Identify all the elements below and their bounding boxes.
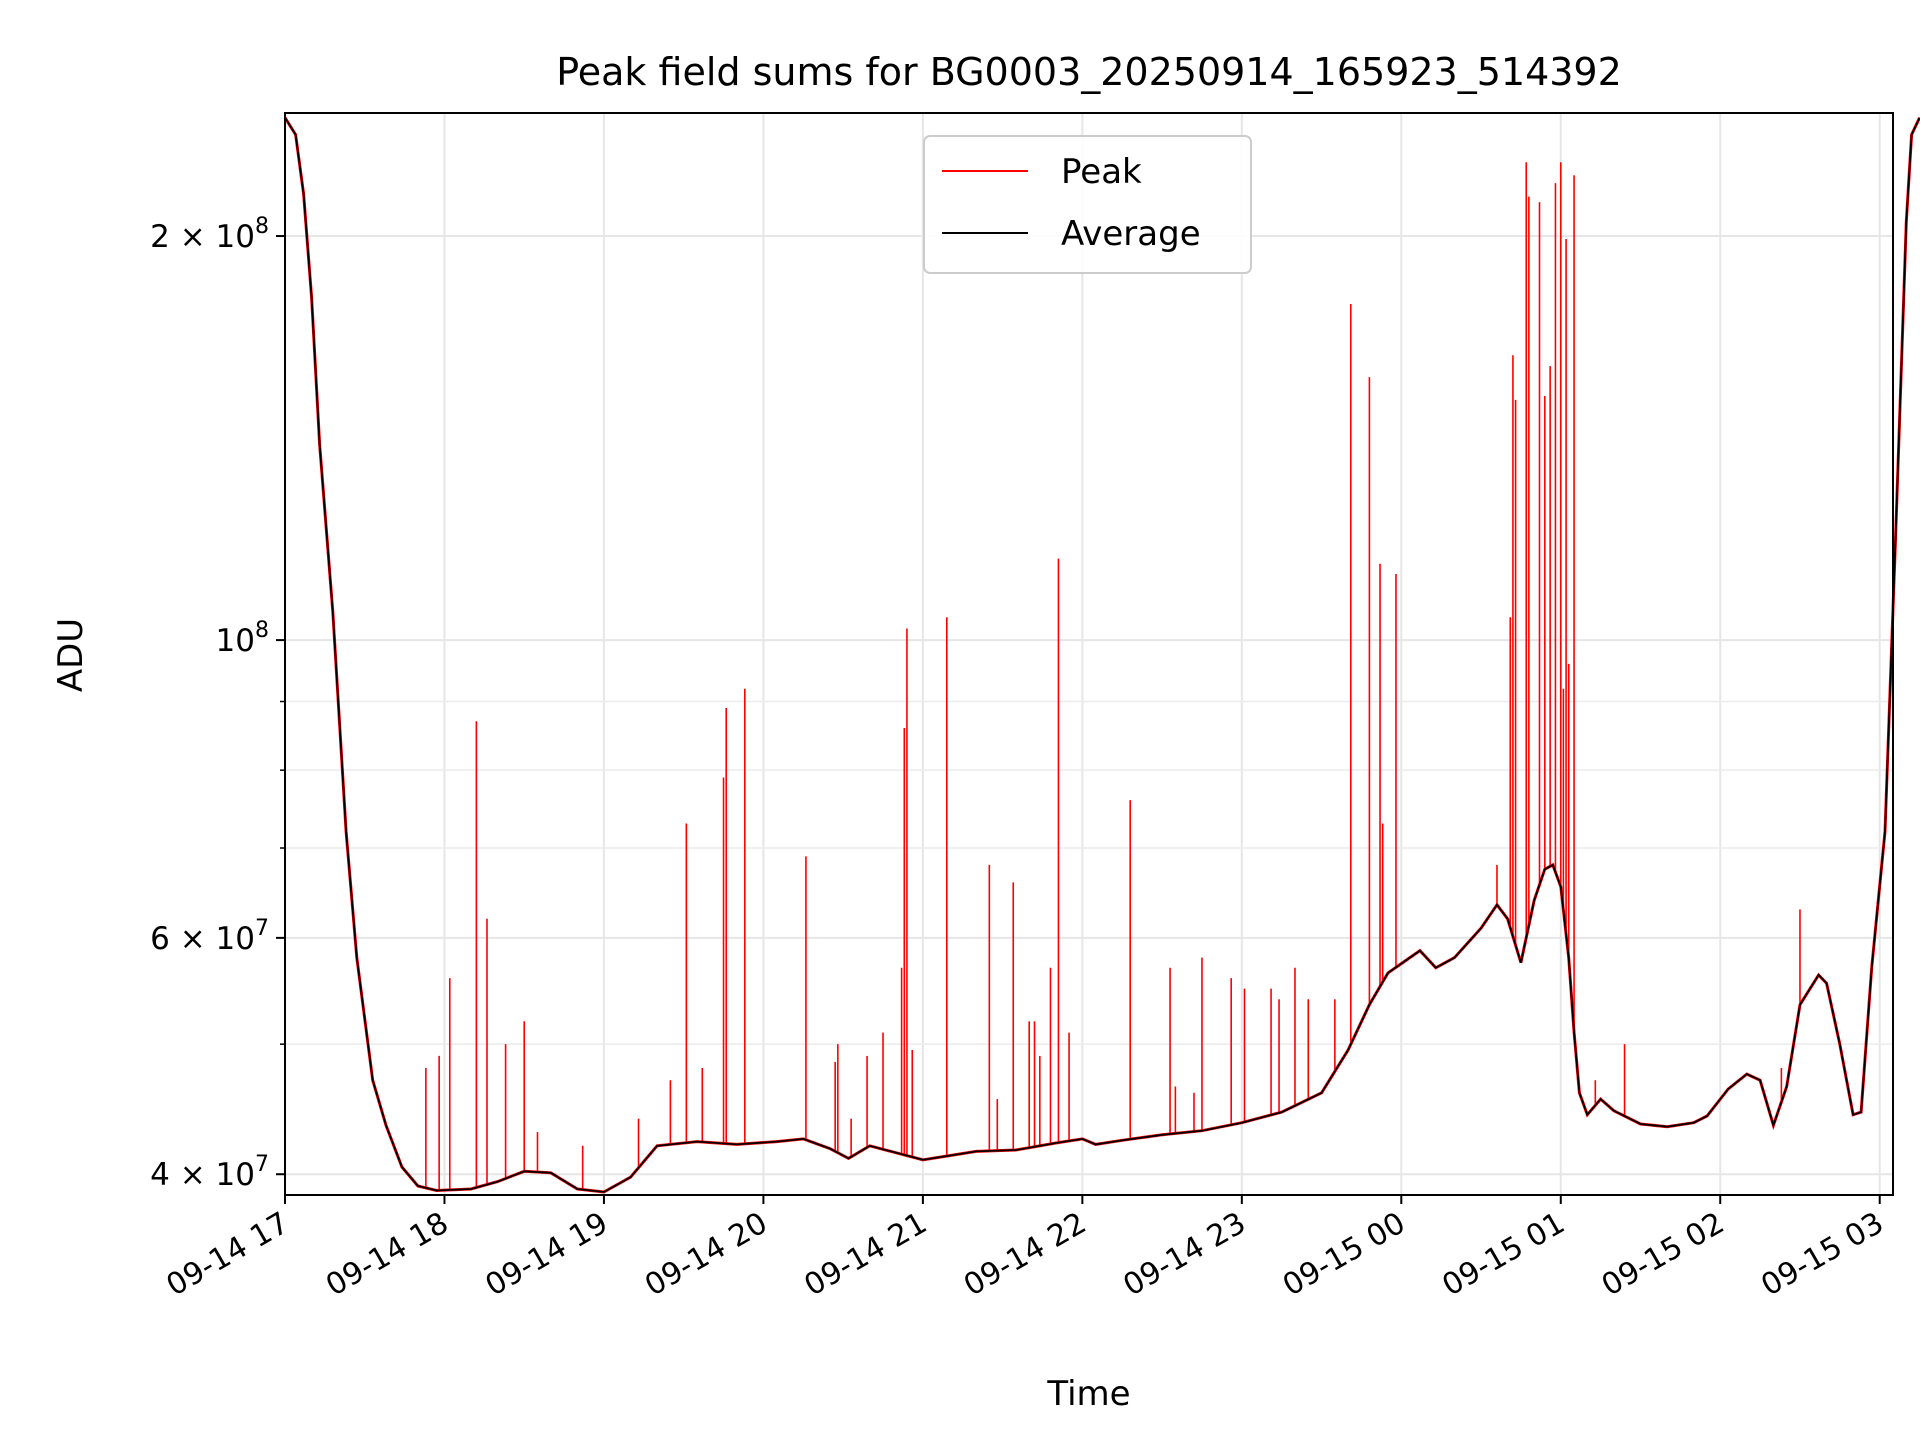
y-tick-label: 6 × 107 (150, 916, 269, 957)
legend-average-label: Average (1061, 214, 1201, 254)
peak-series (283, 116, 1920, 1194)
y-axis: 4 × 107 6 × 107 108 2 × 108 (150, 214, 285, 1193)
x-tick-label: 09-15 01 (1436, 1206, 1570, 1304)
x-tick-label: 09-14 21 (799, 1206, 933, 1304)
x-tick-label: 09-14 19 (480, 1206, 614, 1304)
x-tick-label: 09-15 02 (1596, 1206, 1730, 1304)
y-tick-label: 4 × 107 (150, 1152, 269, 1193)
y-tick-label: 108 (216, 618, 269, 659)
legend[interactable]: Peak Average (923, 135, 1252, 274)
legend-peak-label: Peak (1061, 152, 1142, 192)
x-tick-label: 09-14 18 (320, 1206, 454, 1304)
x-tick-label: 09-14 17 (161, 1206, 295, 1304)
x-tick-label: 09-14 22 (958, 1206, 1092, 1304)
x-axis: 09-14 17 09-14 18 09-14 19 09-14 20 09-14 21… (161, 1195, 1890, 1303)
x-tick-label: 09-14 23 (1118, 1206, 1252, 1304)
average-series (284, 117, 1920, 1193)
x-axis-label: Time (1046, 1374, 1130, 1414)
plot-frame (284, 112, 1894, 1196)
y-tick-label: 2 × 108 (150, 214, 269, 255)
x-tick-label: 09-14 20 (639, 1206, 773, 1304)
x-tick-label: 09-15 03 (1755, 1206, 1889, 1304)
y-axis-label: ADU (51, 618, 91, 692)
peak-baseline (283, 116, 1920, 1194)
grid-lines (284, 113, 1893, 1195)
x-tick-label: 09-15 00 (1277, 1206, 1411, 1304)
average-line (284, 117, 1920, 1193)
chart-title: Peak field sums for BG0003_20250914_1659… (556, 50, 1622, 94)
